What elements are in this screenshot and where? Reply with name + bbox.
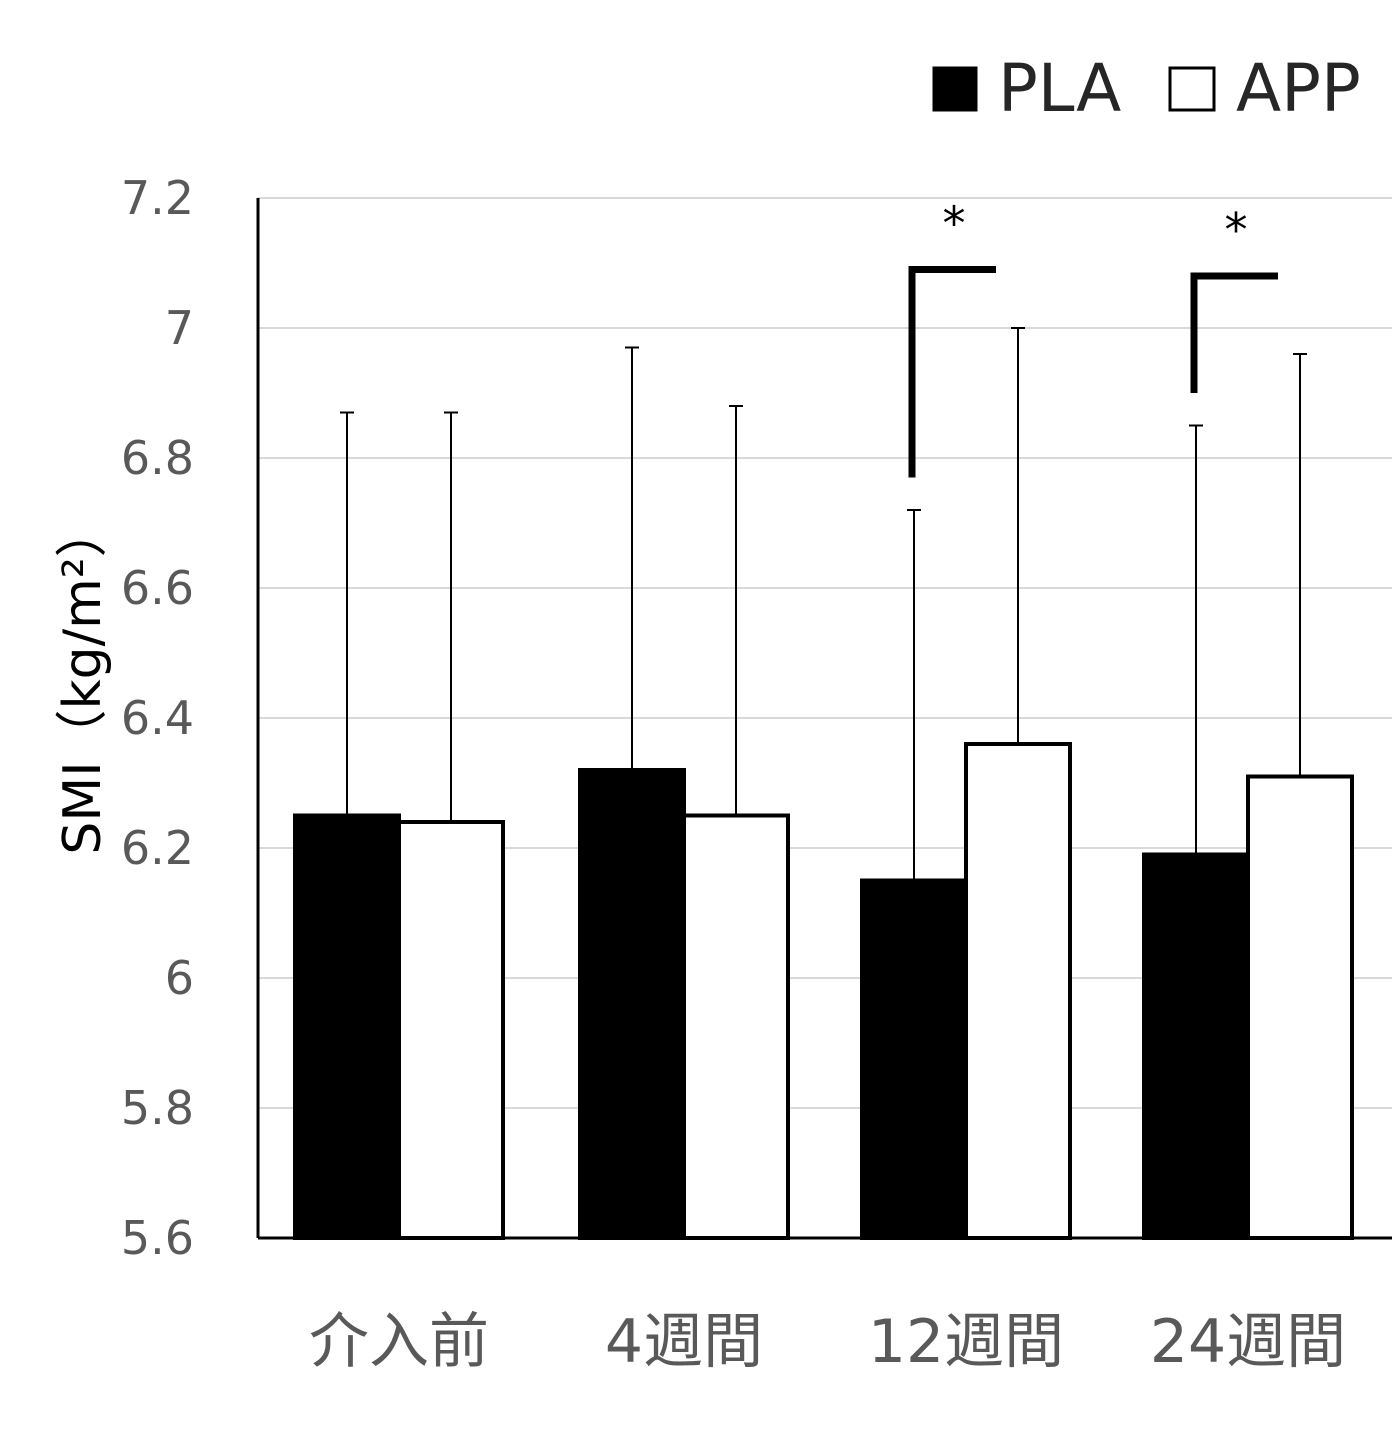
bar-app <box>397 820 505 1240</box>
y-tick-label: 6.2 <box>121 821 194 875</box>
category-label: 24週間 <box>1150 1307 1346 1377</box>
significance-markers: * * <box>908 197 1278 478</box>
significance-bracket <box>908 266 996 478</box>
y-tick-label: 5.6 <box>121 1211 194 1265</box>
legend-swatch-app <box>1168 66 1216 112</box>
y-tick-label: 5.8 <box>121 1081 194 1135</box>
legend-label-pla: PLA <box>998 50 1121 127</box>
bar-app <box>682 813 790 1240</box>
y-axis-ticks: 5.6 5.8 6 6.2 6.4 6.6 6.8 7 7.2 <box>121 171 194 1265</box>
bar-app <box>1246 774 1354 1240</box>
bar-app <box>964 742 1072 1240</box>
axes <box>256 198 1392 1240</box>
significance-asterisk: * <box>1225 203 1248 257</box>
significance-bracket <box>1190 272 1278 393</box>
bar-pla <box>1142 852 1250 1240</box>
legend-swatch-pla <box>932 66 978 112</box>
bars <box>293 742 1354 1240</box>
category-label: 介入前 <box>309 1307 489 1377</box>
category-label: 4週間 <box>605 1307 763 1377</box>
significance-asterisk: * <box>943 197 966 251</box>
y-tick-label: 7 <box>165 301 194 355</box>
category-labels: 介入前 4週間 12週間 24週間 <box>309 1307 1346 1377</box>
legend: PLA APP <box>932 50 1361 127</box>
y-axis-label: SMI（kg/m²） <box>53 505 113 854</box>
y-tick-label: 6 <box>165 951 194 1005</box>
y-tick-label: 7.2 <box>121 171 194 225</box>
bar-pla <box>578 768 686 1240</box>
y-tick-label: 6.8 <box>121 431 194 485</box>
category-label: 12週間 <box>868 1307 1064 1377</box>
error-bars <box>340 327 1307 881</box>
bar-pla <box>860 878 968 1240</box>
legend-label-app: APP <box>1236 50 1361 127</box>
y-tick-label: 6.6 <box>121 561 194 615</box>
bar-pla <box>293 813 401 1240</box>
y-tick-label: 6.4 <box>121 691 194 745</box>
